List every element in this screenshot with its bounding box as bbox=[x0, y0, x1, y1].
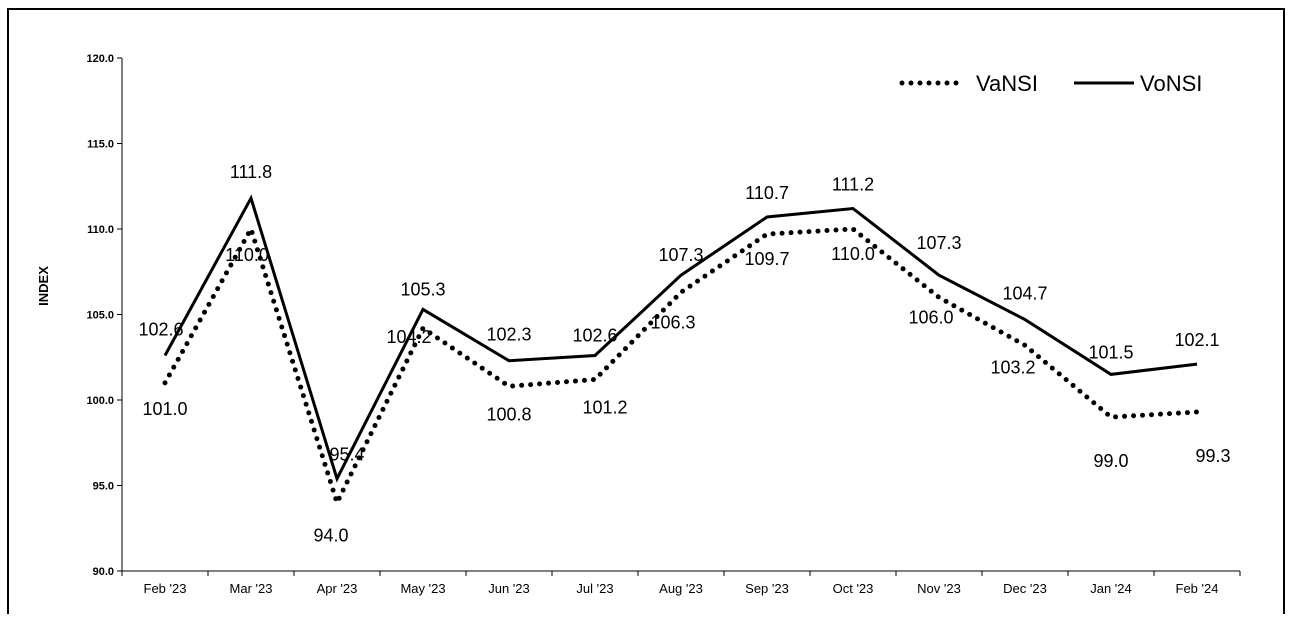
data-label-vansi: 100.8 bbox=[486, 404, 531, 424]
data-label-vansi: 99.0 bbox=[1093, 451, 1128, 471]
data-label-vonsi: 110.7 bbox=[745, 183, 789, 203]
x-tick-label: Feb '24 bbox=[1176, 581, 1219, 596]
data-label-vonsi: 95.4 bbox=[329, 445, 364, 465]
x-tick-label: Jul '23 bbox=[576, 581, 613, 596]
data-label-vonsi: 104.7 bbox=[1002, 284, 1047, 304]
data-label-vonsi: 111.8 bbox=[230, 162, 272, 182]
y-tick-label: 110.0 bbox=[87, 224, 114, 236]
data-label-vonsi: 102.1 bbox=[1174, 330, 1219, 350]
legend-label-vansi: VaNSI bbox=[976, 71, 1038, 96]
data-label-vonsi: 107.3 bbox=[916, 233, 961, 253]
x-tick-label: Jan '24 bbox=[1090, 581, 1132, 596]
x-tick-label: Jun '23 bbox=[488, 581, 530, 596]
data-label-vansi: 101.0 bbox=[142, 399, 187, 419]
chart-frame bbox=[7, 8, 1285, 614]
y-tick-label: 100.0 bbox=[86, 395, 114, 407]
y-axis-label: INDEX bbox=[36, 266, 51, 306]
data-label-vonsi: 102.6 bbox=[572, 326, 617, 346]
x-tick-label: Feb '23 bbox=[144, 581, 187, 596]
series-line-vansi bbox=[162, 222, 1200, 510]
data-label-vansi: 106.3 bbox=[650, 312, 695, 332]
y-tick-label: 95.0 bbox=[93, 481, 114, 493]
data-label-vonsi: 107.3 bbox=[658, 245, 703, 265]
x-tick-label: Aug '23 bbox=[659, 581, 703, 596]
data-label-vansi: 101.2 bbox=[582, 397, 627, 417]
data-label-vonsi: 105.3 bbox=[400, 279, 445, 299]
data-label-vonsi: 102.3 bbox=[486, 325, 531, 345]
x-tick-label: Mar '23 bbox=[230, 581, 273, 596]
data-label-vonsi: 102.6 bbox=[138, 320, 183, 340]
data-label-vansi: 110.0 bbox=[831, 244, 875, 264]
data-label-vansi: 99.3 bbox=[1195, 446, 1230, 466]
data-label-vansi: 106.0 bbox=[908, 307, 953, 327]
y-axis: 90.0 95.0 100.0 105.0 110.0 115.0 120.0 bbox=[86, 53, 123, 578]
y-tick-label: 105.0 bbox=[86, 310, 114, 322]
series-layer bbox=[162, 194, 1200, 510]
legend-label-vonsi: VoNSI bbox=[1140, 71, 1202, 96]
y-tick-label: 115.0 bbox=[87, 139, 114, 151]
data-label-vansi: 104.2 bbox=[386, 327, 431, 347]
data-label-vansi: 103.2 bbox=[990, 357, 1035, 377]
x-tick-label: Apr '23 bbox=[317, 581, 358, 596]
data-label-vonsi: 101.5 bbox=[1088, 342, 1133, 362]
y-tick-label: 120.0 bbox=[86, 53, 114, 65]
x-tick-label: May '23 bbox=[400, 581, 445, 596]
data-label-vansi: 109.7 bbox=[744, 249, 789, 269]
data-label-vansi: 110.0 bbox=[225, 245, 269, 265]
y-tick-label: 90.0 bbox=[93, 566, 114, 578]
x-tick-label: Oct '23 bbox=[833, 581, 874, 596]
legend: VaNSI VoNSI bbox=[899, 71, 1202, 96]
x-tick-label: Sep '23 bbox=[745, 581, 789, 596]
data-labels: 101.0 110.0 94.0 104.2 100.8 101.2 106.3 109.7 1… bbox=[138, 162, 1230, 545]
data-label-vonsi: 111.2 bbox=[832, 174, 874, 194]
series-line-vonsi bbox=[163, 194, 1198, 483]
data-label-vansi: 94.0 bbox=[313, 526, 348, 546]
x-axis: Feb '23 Mar '23 Apr '23 May '23 Jun '23 Jul '… bbox=[121, 570, 1241, 596]
x-tick-label: Dec '23 bbox=[1003, 581, 1047, 596]
x-tick-label: Nov '23 bbox=[917, 581, 961, 596]
